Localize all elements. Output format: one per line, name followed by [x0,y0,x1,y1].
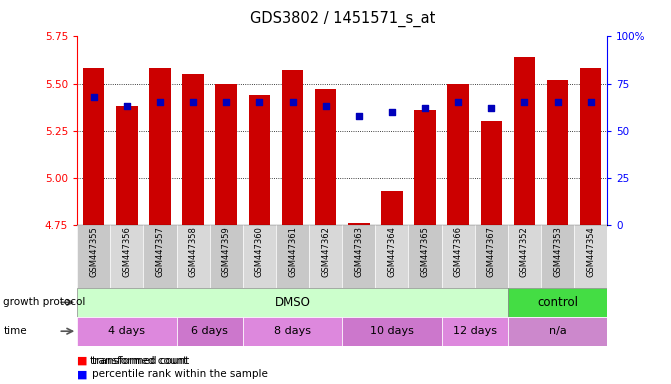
Bar [442,225,475,288]
Bar [442,317,508,346]
Text: 12 days: 12 days [453,326,497,336]
Bar [375,225,409,288]
Bar [176,317,243,346]
Bar [209,225,243,288]
Bar [480,121,502,225]
Bar [514,57,535,225]
Point [486,105,497,111]
Bar [243,317,342,346]
Point [320,103,331,109]
Bar [249,95,270,225]
Text: GSM447354: GSM447354 [586,226,595,276]
Text: GSM447358: GSM447358 [189,226,198,277]
Point [585,99,596,105]
Text: GSM447357: GSM447357 [156,226,164,277]
Point [121,103,132,109]
Bar [116,106,138,225]
Point [419,105,430,111]
Text: GSM447360: GSM447360 [255,226,264,277]
Bar [414,110,435,225]
Point [188,99,199,105]
Text: 4 days: 4 days [108,326,146,336]
Bar [77,225,110,288]
Bar [342,225,375,288]
Text: transformed count: transformed count [92,356,189,366]
Text: GSM447361: GSM447361 [288,226,297,277]
Bar [475,225,508,288]
Text: GSM447355: GSM447355 [89,226,98,276]
Bar [381,191,403,225]
Point [519,99,530,105]
Bar [574,225,607,288]
Bar [409,225,442,288]
Bar [77,317,176,346]
Text: n/a: n/a [549,326,566,336]
Bar [282,70,303,225]
Bar [508,317,607,346]
Text: ■ transformed count: ■ transformed count [77,356,187,366]
Text: 6 days: 6 days [191,326,228,336]
Point [453,99,464,105]
Text: percentile rank within the sample: percentile rank within the sample [92,369,268,379]
Text: DMSO: DMSO [274,296,311,309]
Bar [342,317,442,346]
Point [386,109,397,115]
Text: GSM447364: GSM447364 [387,226,397,277]
Bar [541,225,574,288]
Text: GSM447365: GSM447365 [421,226,429,277]
Text: GSM447356: GSM447356 [122,226,132,277]
Bar [144,225,176,288]
Text: time: time [3,326,27,336]
Text: control: control [537,296,578,309]
Text: growth protocol: growth protocol [3,297,86,308]
Point [552,99,563,105]
Point [154,99,165,105]
Text: ■: ■ [77,369,88,379]
Point [254,99,265,105]
Point [354,113,364,119]
Text: GSM447352: GSM447352 [520,226,529,276]
Bar [83,68,105,225]
Bar [176,225,209,288]
Text: GSM447359: GSM447359 [221,226,231,276]
Bar [243,225,276,288]
Bar [276,225,309,288]
Text: GSM447353: GSM447353 [553,226,562,277]
Text: GSM447366: GSM447366 [454,226,463,277]
Bar [149,68,170,225]
Text: 8 days: 8 days [274,326,311,336]
Text: 10 days: 10 days [370,326,414,336]
Bar [309,225,342,288]
Bar [315,89,336,225]
Bar [580,68,601,225]
Point [287,99,298,105]
Point [89,94,99,100]
Bar [508,225,541,288]
Bar [215,84,237,225]
Bar [183,74,204,225]
Point [221,99,231,105]
Bar [110,225,144,288]
Bar [547,80,568,225]
Text: GSM447367: GSM447367 [486,226,496,277]
Text: GDS3802 / 1451571_s_at: GDS3802 / 1451571_s_at [250,11,435,27]
Bar [508,288,607,317]
Bar [348,223,370,225]
Text: ■: ■ [77,356,88,366]
Text: GSM447363: GSM447363 [354,226,363,277]
Bar [448,84,469,225]
Bar [77,288,508,317]
Text: GSM447362: GSM447362 [321,226,330,277]
